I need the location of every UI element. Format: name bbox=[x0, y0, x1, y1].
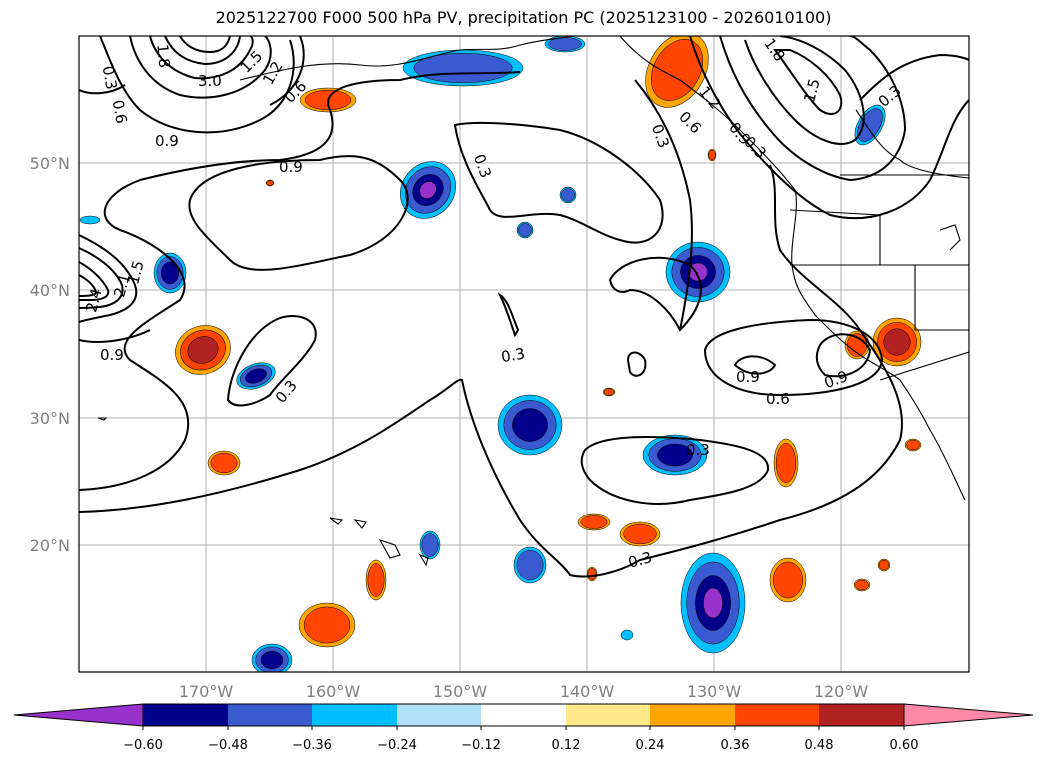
positive-precip-anomaly bbox=[603, 388, 615, 396]
lon-label: 170°W bbox=[179, 682, 234, 701]
negative-precip-anomaly bbox=[79, 215, 101, 225]
colorbar-segment bbox=[735, 704, 819, 726]
lat-label: 40°N bbox=[30, 281, 70, 300]
colorbar-tick-label: 0.60 bbox=[890, 738, 919, 753]
negative-precip-anomaly bbox=[413, 52, 513, 84]
negative-precip-anomaly bbox=[260, 650, 284, 670]
contour-label: 0.3 bbox=[500, 344, 527, 366]
colorbar-segment bbox=[481, 704, 566, 726]
negative-precip-anomaly bbox=[703, 587, 723, 619]
contour-label: 0.9 bbox=[279, 158, 303, 176]
lat-label: 30°N bbox=[30, 409, 70, 428]
negative-precip-anomaly bbox=[160, 261, 180, 285]
positive-precip-anomaly bbox=[580, 515, 608, 529]
negative-precip-anomaly bbox=[419, 181, 437, 199]
chart-title: 2025122700 F000 500 hPa PV, precipitatio… bbox=[215, 8, 832, 27]
coastlines bbox=[97, 36, 969, 567]
colorbar-tick-label: −0.12 bbox=[461, 738, 501, 753]
contour-label: 0.3 bbox=[686, 441, 710, 459]
contour-label: 0.6 bbox=[766, 390, 790, 408]
colorbar-tick-label: 0.12 bbox=[552, 738, 581, 753]
lon-label: 120°W bbox=[814, 682, 869, 701]
positive-precip-anomaly bbox=[367, 563, 385, 597]
positive-precip-anomaly bbox=[623, 523, 657, 545]
positive-precip-anomaly bbox=[650, 39, 704, 101]
contour-label: 2.1 bbox=[110, 272, 134, 300]
positive-precip-anomaly bbox=[883, 328, 911, 356]
negative-precip-anomaly bbox=[548, 37, 582, 51]
colorbar-extend-min bbox=[13, 703, 144, 727]
positive-precip-anomaly bbox=[266, 180, 274, 186]
colorbar-segment bbox=[650, 704, 735, 726]
colorbar: −0.60 −0.48 −0.36 −0.24 −0.12 0.12 0.24 … bbox=[13, 703, 1034, 753]
pv-contours bbox=[79, 36, 969, 578]
colorbar-tick-label: 0.36 bbox=[721, 738, 750, 753]
colorbar-segment bbox=[566, 704, 650, 726]
colorbar-tick-label: −0.48 bbox=[208, 738, 248, 753]
colorbar-tick-label: −0.60 bbox=[123, 738, 163, 753]
colorbar-tick-label: 0.48 bbox=[805, 738, 834, 753]
colorbar-tick-label: −0.36 bbox=[292, 738, 332, 753]
negative-precip-anomaly bbox=[657, 443, 693, 467]
colorbar-segment bbox=[819, 704, 904, 726]
contour-label: 0.9 bbox=[100, 346, 124, 364]
positive-precip-anomaly bbox=[878, 559, 890, 571]
contour-label: 0.3 bbox=[626, 548, 654, 572]
colorbar-tick-label: −0.24 bbox=[377, 738, 417, 753]
negative-precip-anomaly bbox=[421, 533, 439, 557]
negative-precip-anomaly bbox=[561, 188, 575, 202]
lat-label: 20°N bbox=[30, 536, 70, 555]
colorbar-ticks bbox=[142, 726, 905, 730]
colorbar-segment bbox=[397, 704, 481, 726]
map-border bbox=[78, 35, 970, 673]
contour-label: 0.6 bbox=[109, 98, 131, 125]
colorbar-extend-max bbox=[903, 703, 1034, 727]
positive-precip-anomaly bbox=[906, 439, 920, 451]
contour-label: 0.3 bbox=[99, 64, 121, 91]
colorbar-tick-label: 0.24 bbox=[636, 738, 665, 753]
lon-label: 160°W bbox=[306, 682, 361, 701]
contour-label: 2.4 bbox=[82, 287, 106, 315]
positive-precip-anomaly bbox=[210, 452, 238, 474]
contour-label: 1.8 bbox=[153, 43, 173, 68]
negative-precip-anomaly bbox=[516, 549, 544, 581]
lat-label: 50°N bbox=[30, 154, 70, 173]
contour-label: 3.0 bbox=[198, 72, 222, 90]
positive-precip-anomaly bbox=[187, 336, 219, 364]
positive-precip-anomaly bbox=[708, 149, 716, 161]
contour-label: 1.5 bbox=[124, 259, 148, 287]
contour-label: 1.5 bbox=[800, 77, 824, 105]
negative-precip-anomaly bbox=[512, 408, 548, 442]
contour-label: 0.9 bbox=[736, 368, 760, 386]
positive-precip-anomaly bbox=[855, 579, 869, 591]
positive-precip-anomaly bbox=[303, 606, 351, 644]
negative-precip-anomaly bbox=[245, 368, 267, 384]
colorbar-segment bbox=[143, 704, 228, 726]
precipitation-shading bbox=[79, 36, 922, 672]
contour-label: 0.9 bbox=[155, 132, 179, 150]
positive-precip-anomaly bbox=[775, 443, 797, 483]
longitude-labels: 170°W 160°W 150°W 140°W 130°W 120°W bbox=[179, 682, 869, 701]
colorbar-segment bbox=[228, 704, 312, 726]
colorbar-segment bbox=[312, 704, 397, 726]
negative-precip-anomaly bbox=[620, 629, 634, 641]
lon-label: 130°W bbox=[687, 682, 742, 701]
lon-label: 140°W bbox=[560, 682, 615, 701]
lon-label: 150°W bbox=[433, 682, 488, 701]
negative-precip-anomaly bbox=[518, 223, 532, 237]
positive-precip-anomaly bbox=[587, 568, 597, 580]
positive-precip-anomaly bbox=[772, 561, 804, 599]
latitude-labels: 50°N 40°N 30°N 20°N bbox=[30, 154, 70, 555]
